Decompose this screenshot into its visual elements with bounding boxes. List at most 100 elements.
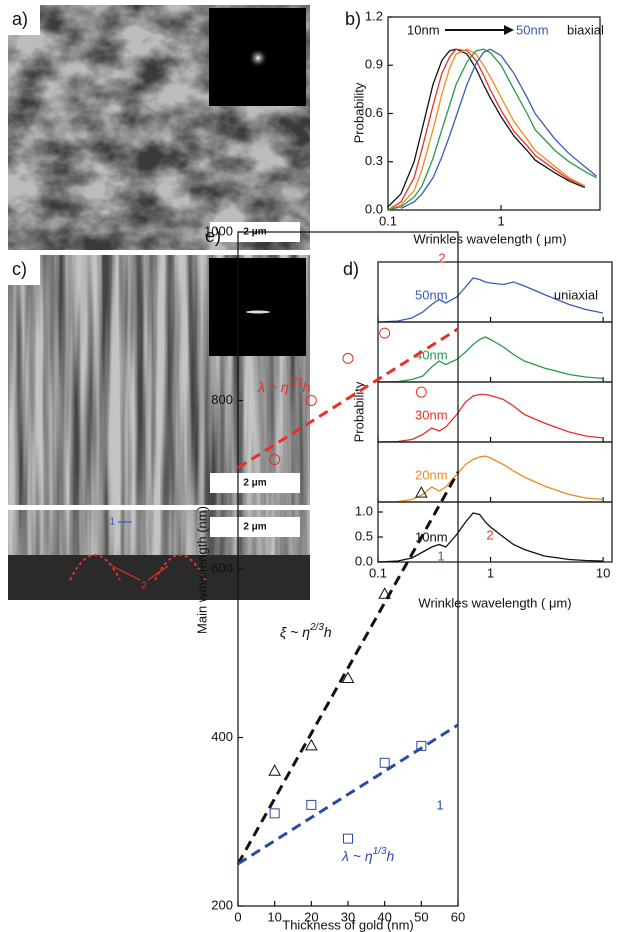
plot-frame bbox=[377, 501, 613, 563]
x-tick-label: 50 bbox=[414, 909, 428, 924]
point bbox=[342, 352, 354, 364]
point bbox=[414, 486, 428, 498]
y-tick-label: 0.9 bbox=[365, 57, 383, 72]
series-label: 50nm bbox=[415, 287, 448, 302]
x-axis-label: Wrinkles wavelength ( μm) bbox=[413, 231, 566, 246]
y-tick-label: 800 bbox=[211, 392, 233, 407]
x-tick-label: 10 bbox=[267, 909, 281, 924]
y-tick-label: 200 bbox=[211, 897, 233, 912]
data-line bbox=[387, 48, 586, 208]
y-axis-label: Main wavelength (nm) bbox=[194, 506, 209, 634]
x-tick-label: 60 bbox=[451, 909, 465, 924]
point bbox=[305, 395, 317, 406]
point bbox=[269, 453, 281, 465]
panel-label: e) bbox=[205, 226, 221, 246]
data-line bbox=[387, 48, 586, 211]
x-tick-label: 20 bbox=[304, 909, 318, 924]
annotation: 50nm bbox=[516, 22, 549, 37]
marker-label: 2 bbox=[141, 581, 147, 592]
plot-frame bbox=[377, 321, 613, 383]
y-tick-label: 1.0 bbox=[355, 503, 373, 518]
point bbox=[378, 587, 392, 599]
data-line bbox=[377, 336, 604, 383]
data-line bbox=[400, 48, 598, 209]
x-axis-label: Thickness of gold (nm) bbox=[282, 917, 414, 932]
plot-frame bbox=[377, 441, 613, 503]
marker-label: 1 bbox=[109, 517, 115, 528]
scale-bar-label: 2 μm bbox=[243, 522, 266, 533]
series-label: 30nm bbox=[415, 407, 448, 422]
formula-tail: h bbox=[387, 848, 395, 864]
formula-exponent: 1/3 bbox=[289, 377, 303, 388]
y-tick-label: 0.5 bbox=[355, 528, 373, 543]
point bbox=[341, 671, 355, 684]
data-line bbox=[377, 512, 604, 563]
formula-tail: h bbox=[303, 379, 311, 395]
sem-image-a bbox=[8, 5, 310, 250]
point bbox=[343, 833, 353, 844]
data-line bbox=[387, 48, 586, 211]
y-tick-label: 1.2 bbox=[365, 8, 383, 23]
annotation: 1 bbox=[436, 797, 443, 812]
y-tick-label: 1000 bbox=[204, 223, 233, 238]
formula-exponent: 2/3 bbox=[309, 622, 324, 633]
annotation: 1 bbox=[437, 548, 444, 563]
fit-line bbox=[236, 471, 460, 865]
formula-base: λ ~ η bbox=[341, 848, 373, 864]
formula-exponent: 1/3 bbox=[373, 846, 387, 857]
annotation: biaxial bbox=[567, 22, 604, 37]
series-label: 40nm bbox=[415, 347, 448, 362]
y-tick-label: 0.3 bbox=[365, 153, 383, 168]
annotation: 10nm bbox=[407, 22, 440, 37]
data-line bbox=[377, 393, 604, 443]
y-tick-label: 600 bbox=[211, 560, 233, 575]
x-tick-label: 30 bbox=[341, 909, 355, 924]
x-tick-label: 10 bbox=[596, 565, 610, 580]
annotation: λ ~ η1/3h bbox=[341, 846, 395, 864]
data-line bbox=[387, 48, 597, 211]
plot-frame bbox=[377, 381, 613, 443]
point bbox=[416, 740, 427, 751]
x-tick-label: 40 bbox=[377, 909, 391, 924]
formula-base: λ ~ η bbox=[257, 379, 289, 395]
y-axis-label: Probability bbox=[351, 82, 366, 143]
point bbox=[379, 757, 390, 768]
arrow-head bbox=[504, 25, 514, 35]
point bbox=[269, 808, 280, 819]
panel-label: b) bbox=[345, 9, 361, 29]
annotation: uniaxial bbox=[554, 287, 598, 302]
fit-line bbox=[237, 327, 459, 470]
fit-line bbox=[237, 723, 459, 866]
panel-label: c) bbox=[12, 259, 27, 279]
x-axis-label: Wrinkles wavelength ( μm) bbox=[418, 595, 571, 610]
sem-image-c bbox=[8, 255, 310, 600]
data-line bbox=[377, 277, 604, 323]
point bbox=[415, 386, 427, 398]
series-label: 10nm bbox=[415, 529, 448, 544]
point bbox=[306, 799, 317, 810]
x-tick-label: 0 bbox=[234, 909, 241, 924]
annotation: ξ ~ η2/3h bbox=[280, 622, 332, 640]
y-axis-label: Probability bbox=[351, 381, 366, 442]
y-tick-label: 0.6 bbox=[365, 105, 383, 120]
annotation: λ ~ η1/3h bbox=[257, 377, 311, 395]
y-tick-label: 0.0 bbox=[355, 553, 373, 568]
annotation: 2 bbox=[438, 250, 445, 265]
y-tick-label: 0.0 bbox=[365, 201, 383, 216]
x-tick-label: 1 bbox=[487, 565, 494, 580]
panel-label: a) bbox=[12, 9, 28, 29]
panel-label: d) bbox=[343, 259, 359, 279]
scale-bar-label: 2 μm bbox=[243, 478, 266, 489]
data-line bbox=[377, 455, 604, 503]
series-label: 20nm bbox=[415, 467, 448, 482]
y-tick-label: 400 bbox=[211, 729, 233, 744]
x-tick-label: 1 bbox=[497, 213, 504, 228]
formula-tail: h bbox=[324, 624, 332, 640]
x-tick-label: 0.1 bbox=[379, 213, 397, 228]
point bbox=[304, 738, 318, 751]
annotation: 2 bbox=[486, 527, 493, 542]
point bbox=[379, 327, 391, 339]
formula-base: ξ ~ η bbox=[280, 624, 310, 640]
